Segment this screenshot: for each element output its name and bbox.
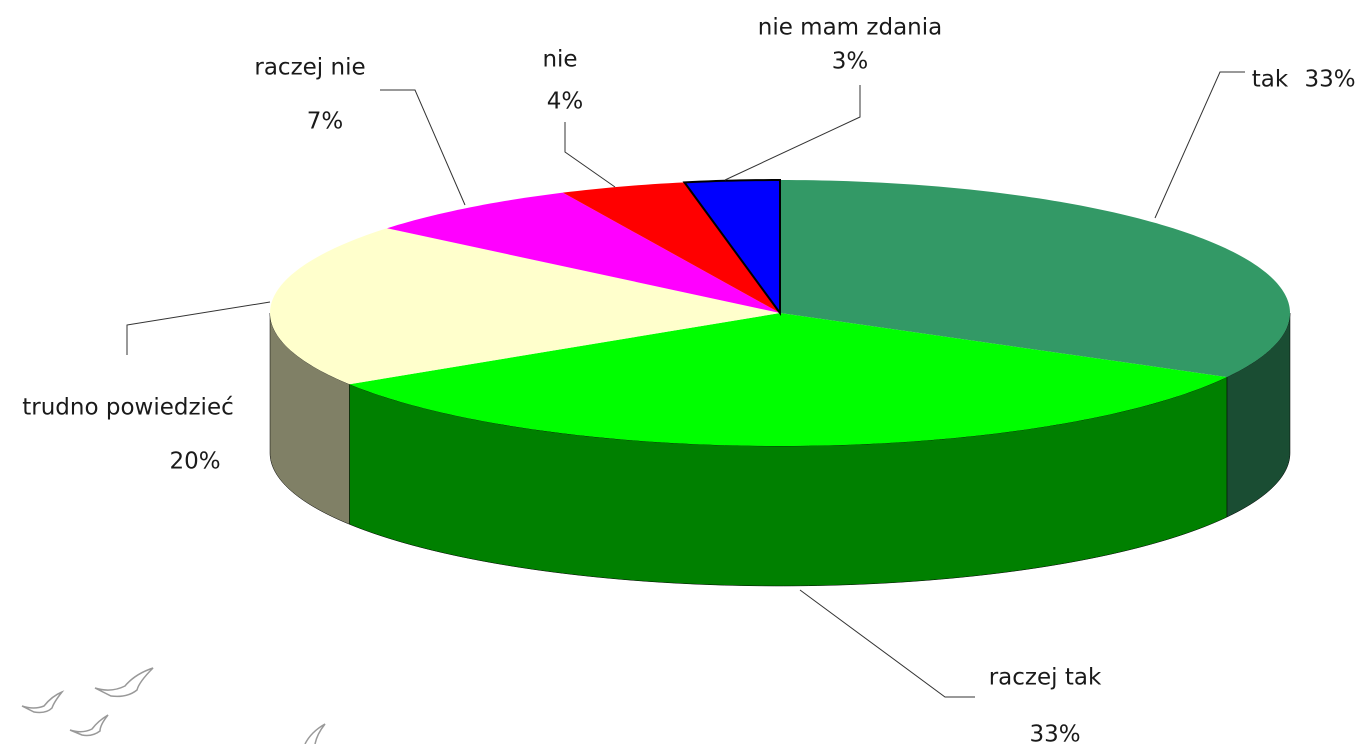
value-label: 4% [547, 89, 584, 115]
value-label: 3% [832, 49, 869, 75]
category-label: nie mam zdania [758, 15, 942, 41]
slice [562, 182, 780, 313]
category-label: trudno powiedzieć [22, 395, 234, 421]
slice [682, 178, 781, 317]
leader-line [564, 122, 616, 188]
slice [349, 313, 1227, 446]
leader-line [1154, 71, 1245, 219]
value-label: 33% [1029, 722, 1080, 744]
category-label: raczej nie [254, 55, 365, 81]
leader-line [380, 89, 466, 206]
slice [270, 228, 780, 385]
slice [387, 192, 780, 313]
slice [780, 180, 1290, 378]
category-label: raczej tak [989, 665, 1102, 691]
pie [269, 178, 1291, 587]
leader-line [126, 301, 271, 355]
value-label: 7% [307, 109, 344, 135]
labels: tak 33% raczej tak 33% trudno powiedzieć 20% r… [22, 15, 1355, 744]
category-label: tak [1252, 67, 1289, 93]
decoration-birds [21, 667, 326, 744]
category-label: nie [542, 47, 577, 73]
leader-line [724, 85, 861, 181]
value-label: 33% [1304, 67, 1355, 93]
leader-line [799, 589, 975, 698]
value-label: 20% [169, 449, 220, 475]
